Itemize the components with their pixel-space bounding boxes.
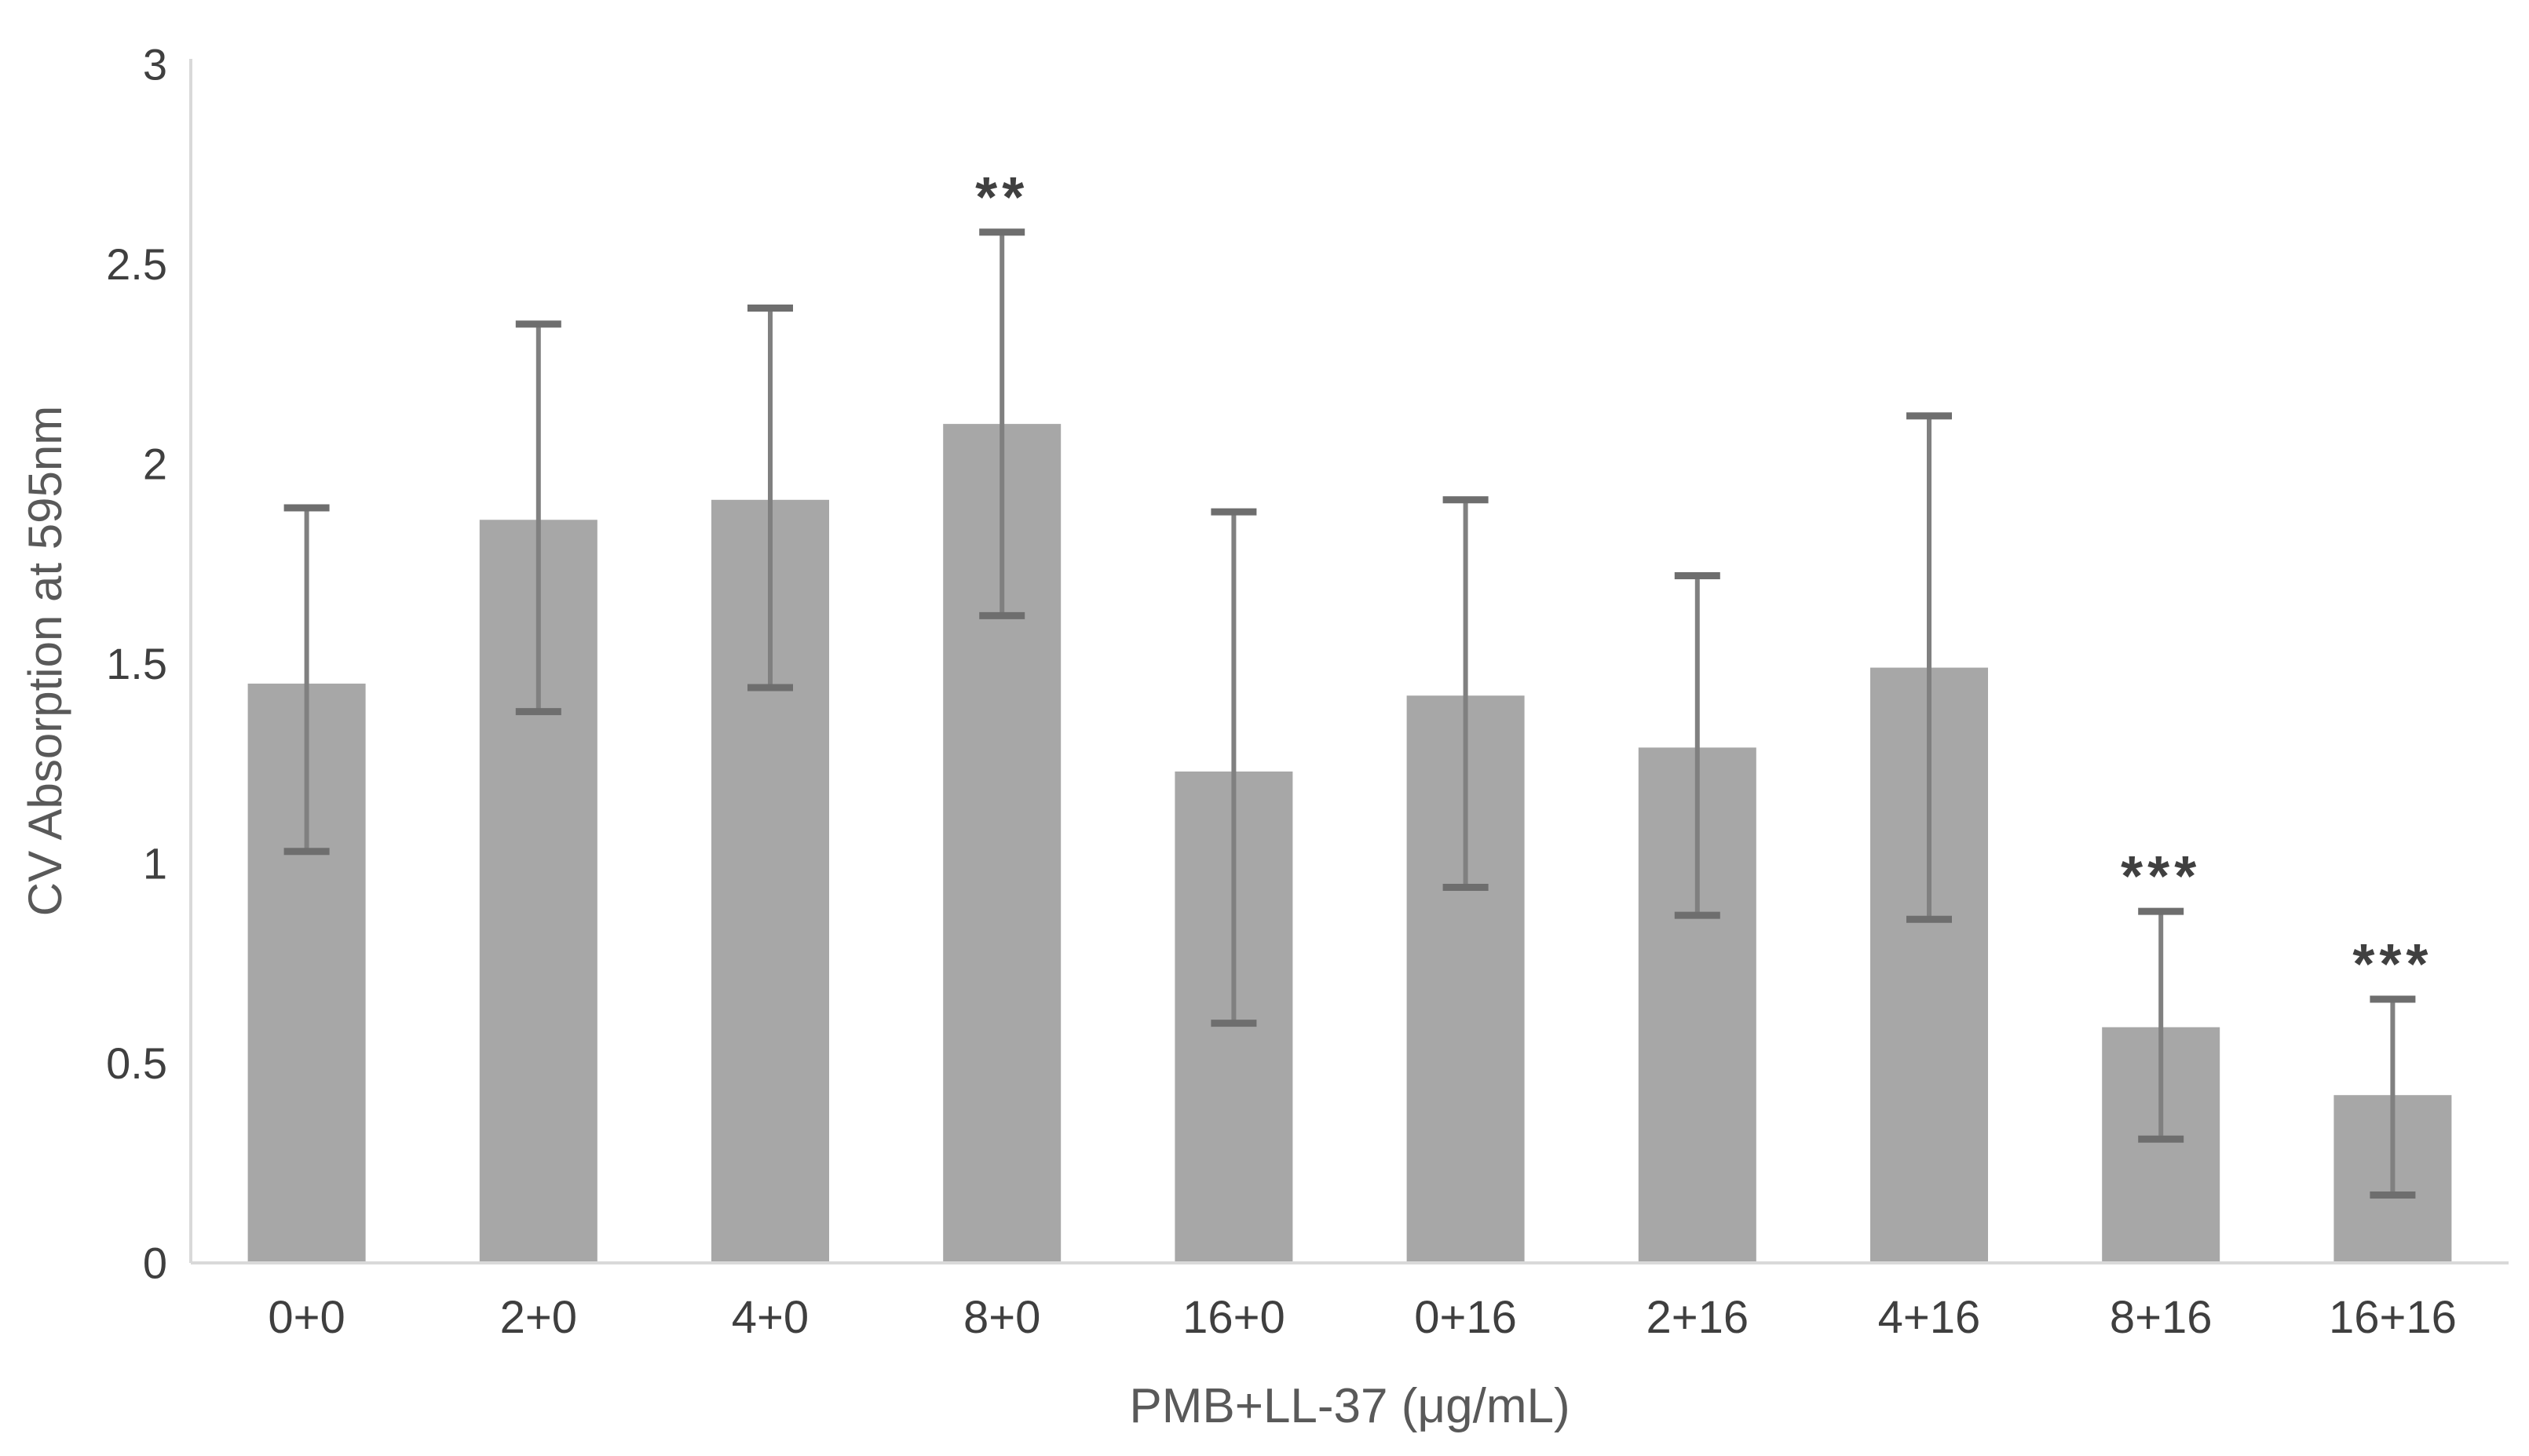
- labels-layer: 0 0.5 1 1.5 2 2.5 3 0+0 2+0 4+0 8+0 16+0 0+16 2+16 4+1…: [106, 40, 2457, 1344]
- bars-layer: [247, 424, 2452, 1263]
- axis-layer: [189, 59, 2509, 1264]
- error-bars-layer: [283, 228, 2416, 1199]
- x-category-label-4+16: 4+16: [1878, 1292, 1981, 1343]
- x-category-label-16+0: 16+0: [1182, 1292, 1285, 1343]
- y-tick-label-3: 3: [143, 40, 167, 89]
- x-category-label-4+0: 4+0: [732, 1292, 809, 1343]
- x-category-label-8+0: 8+0: [963, 1292, 1040, 1343]
- y-tick-label-0.5: 0.5: [106, 1038, 167, 1088]
- x-axis-title: PMB+LL-37 (μg/mL): [1129, 1379, 1570, 1433]
- significance-marker-16+16: ***: [2352, 933, 2432, 996]
- y-tick-label-1.5: 1.5: [106, 639, 167, 688]
- x-category-label-0+16: 0+16: [1414, 1292, 1517, 1343]
- x-category-label-2+0: 2+0: [500, 1292, 577, 1343]
- x-category-label-8+16: 8+16: [2110, 1292, 2213, 1343]
- significance-marker-8+0: **: [975, 166, 1029, 229]
- y-axis-title: CV Absorption at 595nm: [19, 406, 71, 916]
- significance-marker-8+16: ***: [2121, 845, 2201, 908]
- x-category-label-2+16: 2+16: [1646, 1292, 1749, 1343]
- y-tick-label-2.5: 2.5: [106, 239, 167, 289]
- y-tick-label-0: 0: [143, 1239, 167, 1288]
- y-tick-label-2: 2: [143, 440, 167, 489]
- x-category-label-0+0: 0+0: [268, 1292, 345, 1343]
- x-category-label-16+16: 16+16: [2329, 1292, 2457, 1343]
- y-tick-label-1: 1: [143, 839, 167, 889]
